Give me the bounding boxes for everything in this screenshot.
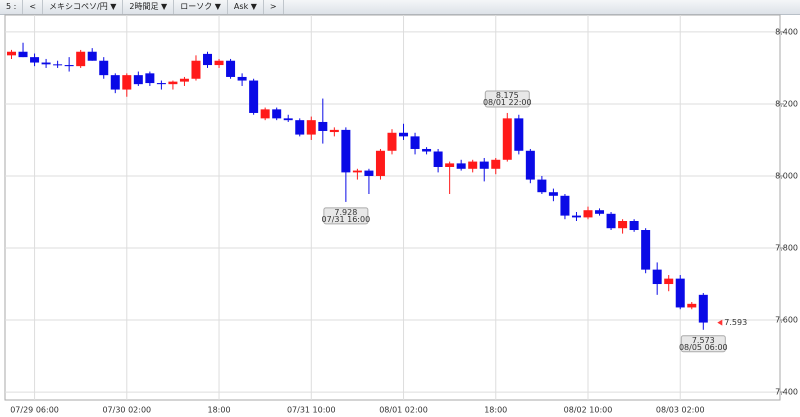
candle-body — [87, 51, 97, 61]
candle-body — [479, 161, 489, 169]
annotation-box — [323, 207, 369, 225]
annotation-time: 08/05 06:00 — [679, 343, 728, 352]
candle-body — [422, 148, 432, 152]
x-tick-label: 18:00 — [208, 406, 231, 415]
candle-body — [675, 278, 685, 308]
candle-body — [514, 118, 524, 151]
y-tick-label: 7.400 — [775, 388, 798, 397]
x-tick-label: 18:00 — [484, 406, 507, 415]
candle-body — [525, 150, 535, 180]
candle-body — [548, 192, 558, 196]
toolbar-item[interactable]: 5 : — [0, 0, 24, 14]
y-tick-label: 8.000 — [775, 171, 798, 180]
annotation-value: 7.573 — [692, 336, 715, 345]
candle-body — [364, 170, 374, 176]
plot-area — [4, 14, 781, 401]
annotation-time: 08/01 22:00 — [483, 98, 532, 107]
candle-body — [76, 51, 86, 67]
candle-body — [214, 60, 224, 66]
candle-body — [387, 132, 397, 151]
x-tick-label: 07/31 10:00 — [287, 406, 336, 415]
candle-body — [133, 75, 143, 85]
candle-body — [249, 80, 259, 113]
candle-body — [618, 221, 628, 229]
x-tick-label: 08/01 02:00 — [379, 406, 428, 415]
candle-body — [329, 129, 339, 133]
toolbar-item[interactable]: メキシコペソ/円 ▼ — [43, 0, 124, 14]
candle-body — [226, 60, 236, 77]
annotation-time: 07/31 16:00 — [322, 215, 371, 224]
candle-body — [260, 109, 270, 119]
candle-body — [375, 150, 385, 176]
candle-body — [18, 51, 28, 58]
annotation-box — [484, 90, 530, 108]
candle-body — [468, 161, 478, 169]
candle-body — [237, 76, 247, 81]
candle-body — [203, 53, 213, 66]
candle-body — [318, 121, 328, 131]
candle-body — [491, 159, 501, 169]
candle-body — [168, 81, 178, 85]
x-tick-label: 08/02 10:00 — [564, 406, 613, 415]
candle-body — [145, 73, 155, 84]
candle-body — [629, 221, 639, 231]
candle-body — [445, 163, 455, 167]
x-tick-label: 07/29 06:00 — [10, 406, 59, 415]
candle-body — [283, 118, 293, 121]
candle-body — [191, 60, 201, 79]
candle-body — [352, 170, 362, 173]
candle-body — [652, 269, 662, 285]
candle-body — [399, 132, 409, 137]
candle-body — [410, 136, 420, 149]
last-price-marker — [717, 319, 723, 326]
toolbar-item[interactable]: ローソク ▼ — [174, 0, 228, 14]
annotation-value: 8.175 — [496, 91, 519, 100]
candle-body — [341, 129, 351, 173]
candle-body — [595, 210, 605, 214]
toolbar-item[interactable]: Ask ▼ — [228, 0, 264, 14]
candle-body — [64, 65, 74, 67]
candle-body — [295, 120, 305, 135]
candle-body — [110, 75, 120, 90]
candle-body — [41, 62, 51, 65]
candle-body — [537, 179, 547, 193]
candle-body — [7, 51, 16, 56]
candle-body — [122, 75, 132, 90]
y-tick-label: 7.800 — [775, 244, 798, 253]
candle-body — [698, 294, 708, 323]
x-tick-label: 07/30 02:00 — [102, 406, 151, 415]
candle-body — [687, 303, 697, 308]
candle-body — [433, 151, 443, 167]
candle-body — [571, 215, 581, 218]
toolbar-item[interactable]: > — [264, 0, 284, 14]
candle-body — [306, 120, 316, 135]
toolbar-item[interactable]: 2時間足 ▼ — [123, 0, 175, 14]
candle-body — [179, 78, 189, 82]
y-tick-label: 8.200 — [775, 99, 798, 108]
candle-body — [560, 195, 570, 216]
candle-body — [606, 213, 616, 229]
annotation-box — [680, 335, 726, 353]
candle-body — [502, 118, 512, 160]
candle-body — [456, 163, 466, 169]
candle-body — [99, 60, 109, 76]
candle-body — [30, 57, 40, 63]
candle-body — [53, 64, 63, 66]
candle-body — [583, 210, 593, 218]
toolbar-item[interactable]: < — [23, 0, 44, 14]
y-tick-label: 8.400 — [775, 27, 798, 36]
last-price-label: 7.593 — [724, 318, 747, 327]
candle-body — [664, 278, 674, 285]
candle-body — [641, 230, 651, 270]
x-tick-label: 08/03 02:00 — [656, 406, 705, 415]
annotation-value: 7.928 — [334, 208, 357, 217]
y-tick-label: 7.600 — [775, 316, 798, 325]
candle-body — [272, 109, 282, 119]
candle-body — [156, 83, 166, 85]
